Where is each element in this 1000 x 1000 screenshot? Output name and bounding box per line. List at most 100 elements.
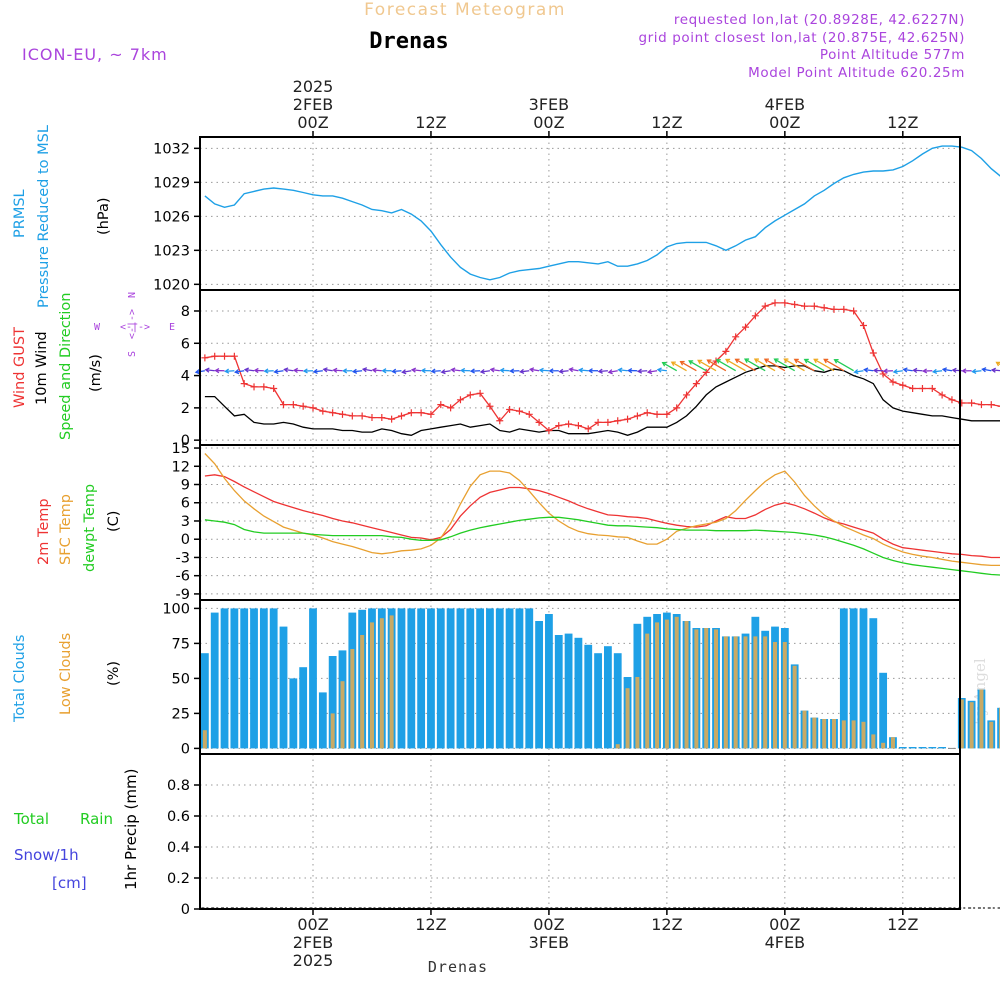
wind-arrow <box>671 361 687 372</box>
gust-point <box>545 426 553 434</box>
wind-arrow <box>657 368 667 372</box>
wind-arrow <box>412 369 422 372</box>
wind-arrow-head <box>882 368 888 374</box>
gust-point <box>869 349 877 357</box>
low-cloud-bar <box>674 616 679 749</box>
meteogram-title: Forecast Meteogram <box>364 0 566 20</box>
wind-arrow <box>480 370 491 373</box>
y-tick-label: 0.8 <box>167 778 190 794</box>
wind-arrow-head <box>302 368 308 374</box>
y-tick-label: -6 <box>176 569 190 585</box>
wind-arrow-head <box>430 368 436 374</box>
wind-arrow <box>451 368 461 372</box>
gust-point <box>201 354 209 362</box>
total-cloud-bar <box>220 608 229 749</box>
wind-arrow <box>903 368 913 372</box>
y-tick-label: 1026 <box>153 209 190 225</box>
gust-point <box>319 407 327 415</box>
wind-arrow <box>569 368 579 372</box>
wind-labels: Wind GUST 10m Wind Speed and Direction (… <box>12 293 104 440</box>
wind-arrow <box>804 358 825 372</box>
gust-point <box>427 410 435 418</box>
wind-arrow <box>372 369 382 372</box>
x-label-top: 00Z <box>769 113 800 132</box>
total-cloud-bar <box>436 608 445 749</box>
wind-arrow-head <box>773 358 779 363</box>
wind-arrow-head <box>568 367 574 373</box>
gust-point <box>810 302 818 310</box>
wind-arrow-head <box>234 369 240 375</box>
wind-arrow-head <box>401 369 407 375</box>
gust-point <box>909 384 917 392</box>
gust-point <box>801 302 808 310</box>
low-cloud-bar <box>379 618 384 749</box>
wind-arrow <box>707 359 727 372</box>
wind-arrow-head <box>971 368 977 374</box>
wind-arrow <box>764 358 786 372</box>
compass-west: W <box>94 322 101 333</box>
wind-arrow <box>716 359 737 372</box>
gust-label: Wind GUST <box>12 327 28 408</box>
gust-point <box>338 410 346 418</box>
gust-point <box>859 322 867 330</box>
wind-arrow-head <box>951 367 957 373</box>
wind-arrow <box>735 358 756 372</box>
data-layer <box>194 145 1000 909</box>
panel-frame <box>199 136 961 291</box>
low-cloud-bar <box>369 622 374 749</box>
wind-arrow-head <box>670 361 676 367</box>
low-cloud-bar <box>841 720 846 749</box>
x-label-bottom: 2FEB <box>293 933 333 952</box>
total-cloud-bar <box>456 608 465 749</box>
gust-point <box>692 380 700 388</box>
wind-arrow <box>794 358 815 372</box>
wind-arrow <box>854 370 864 373</box>
wind-arrow-head <box>661 361 667 367</box>
y-tick-label: 6 <box>181 336 190 352</box>
x-label-bottom: 12Z <box>887 915 918 934</box>
gust-point <box>574 422 582 430</box>
footer-location: Drenas <box>428 958 488 976</box>
y-tick-label: 0 <box>181 433 190 449</box>
wind-arrow-head <box>783 358 789 363</box>
gust-point <box>309 404 317 412</box>
gust-point <box>565 420 573 428</box>
wind-arrow-head <box>538 367 544 373</box>
wind-arrow-head <box>519 368 525 375</box>
low-cloud-bar <box>723 636 728 749</box>
gust-point <box>584 425 592 433</box>
low-cloud-bar <box>959 699 964 749</box>
wind-arrow-head <box>253 367 259 374</box>
wind-arrow <box>333 369 343 372</box>
wind-arrow <box>402 370 412 373</box>
gust-point <box>653 410 661 418</box>
wind-arrow-head <box>312 368 318 375</box>
wind-arrow <box>834 359 854 372</box>
total-cloud-bar <box>259 608 268 749</box>
low-cloud-bar <box>733 636 738 749</box>
y-tick-label: 0 <box>181 532 190 548</box>
y-tick-label: 1032 <box>153 141 190 157</box>
wind-arrow-head <box>342 368 348 374</box>
wind-arrow-head <box>931 368 938 375</box>
gust-point <box>368 414 376 422</box>
gust-point <box>771 299 779 307</box>
gust-point <box>732 333 740 341</box>
y-tick-label: 100 <box>162 601 190 617</box>
wind-arrow-head <box>863 367 869 373</box>
x-label-top: 4FEB <box>765 95 805 114</box>
x-label-top: 3FEB <box>529 95 569 114</box>
wind-arrow-head <box>715 359 721 364</box>
wind-arrow <box>284 368 294 372</box>
total-cloud-bar <box>299 667 308 749</box>
low-cloud-bar <box>635 677 640 749</box>
gust-point <box>250 383 258 391</box>
model-point-altitude: Model Point Altitude 620.25m <box>748 65 965 81</box>
low-cloud-bar <box>822 719 827 749</box>
gust-point <box>614 417 622 425</box>
compass-horizontal-arrow: <-|-> <box>120 322 150 333</box>
total-cloud-bar <box>898 747 907 749</box>
compass-east: E <box>169 322 175 333</box>
wind-arrow-head <box>381 368 387 374</box>
